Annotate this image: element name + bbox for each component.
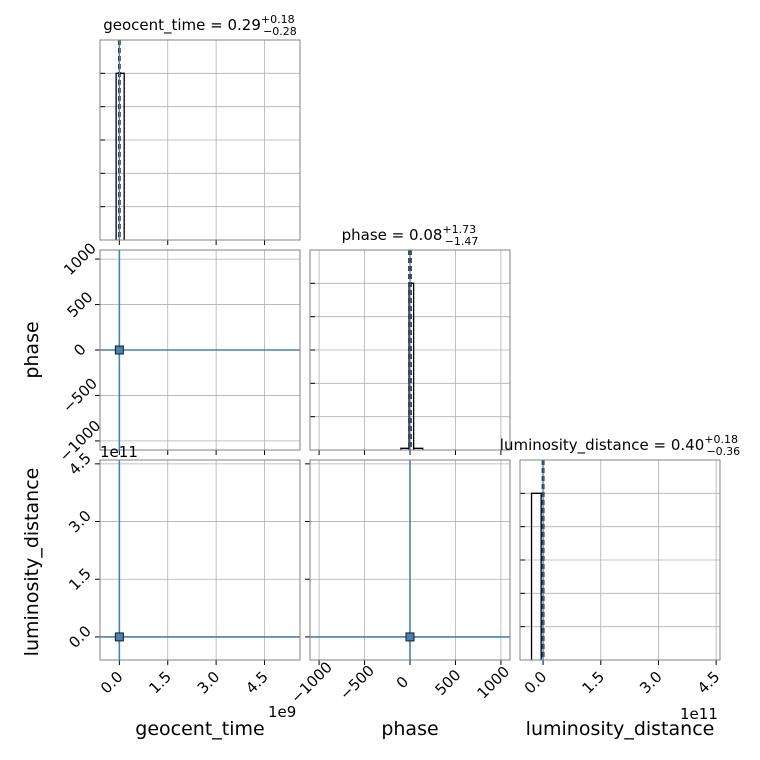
panel-frame — [309, 249, 511, 451]
panel-title-phase: phase = 0.08+1.73 −1.47 — [342, 223, 479, 248]
tick-label-y: 0.0 — [65, 622, 95, 652]
xlabel-luminosity-distance: luminosity_distance — [526, 718, 715, 740]
panel-phase-luminosity_distance: −1000 −500 0 500 1000 — [287, 459, 514, 707]
panel-geocent_time-geocent_time: geocent_time = 0.29+0.18 −0.28 — [99, 13, 301, 245]
tick-label-x: −500 — [336, 662, 378, 704]
tick-label-x: −1000 — [287, 658, 336, 707]
tick-label-y: 500 — [64, 288, 97, 321]
panel-title-geocent_time: geocent_time = 0.29+0.18 −0.28 — [103, 13, 297, 38]
tick-label-x: 1000 — [474, 663, 514, 703]
panel-frame — [99, 39, 301, 241]
offset-label-luminosity-distance-x: 1e11 — [680, 705, 718, 723]
xlabel-geocent-time: geocent_time — [135, 718, 264, 740]
tick-label-x: 4.5 — [694, 668, 724, 698]
ylabel-luminosity-distance: luminosity_distance — [21, 468, 43, 657]
tick-label-x: 4.5 — [242, 668, 272, 698]
tick-label-y: 3.0 — [65, 507, 95, 537]
panel-geocent_time-luminosity_distance: 0.01.53.04.50.0 1.5 3.0 4.5 — [65, 449, 301, 698]
ylabel-phase: phase — [21, 321, 43, 378]
panel-luminosity_distance-luminosity_distance: luminosity_distance = 0.40+0.18 −0.36 0.0 1… — [500, 433, 740, 697]
offset-label-geocent-time: 1e9 — [268, 703, 296, 721]
histogram-bar — [412, 447, 424, 450]
tick-label-x: 1.5 — [145, 668, 175, 698]
panel-background — [100, 460, 300, 660]
tick-label-y: 0 — [70, 340, 89, 359]
panel-frame — [519, 459, 721, 661]
offset-label-luminosity-distance-y: 1e11 — [100, 443, 138, 461]
tick-label-x: 0 — [393, 673, 412, 692]
histogram-bar — [530, 492, 542, 660]
tick-label-x: 3.0 — [194, 668, 224, 698]
corner-panels: geocent_time = 0.29+0.18 −0.28−1000−50005… — [56, 13, 741, 707]
tick-label-y: 1.5 — [65, 564, 95, 594]
truth-marker — [115, 633, 123, 641]
xlabel-phase: phase — [381, 718, 438, 740]
truth-marker — [115, 346, 123, 354]
truth-marker — [406, 633, 414, 641]
tick-label-x: 0.0 — [97, 668, 127, 698]
tick-label-y: 1000 — [60, 239, 100, 279]
panel-frame — [99, 459, 301, 661]
panel-title-luminosity_distance: luminosity_distance = 0.40+0.18 −0.36 — [500, 433, 740, 458]
tick-label-x: 0.0 — [521, 668, 551, 698]
tick-label-x: 1.5 — [578, 668, 608, 698]
tick-label-x: 500 — [431, 666, 464, 699]
panel-frame — [99, 249, 301, 451]
tick-label-y: −500 — [59, 375, 101, 417]
panel-frame — [309, 459, 511, 661]
panel-phase-phase: phase = 0.08+1.73 −1.47 — [309, 223, 511, 455]
tick-label-x: 3.0 — [636, 668, 666, 698]
